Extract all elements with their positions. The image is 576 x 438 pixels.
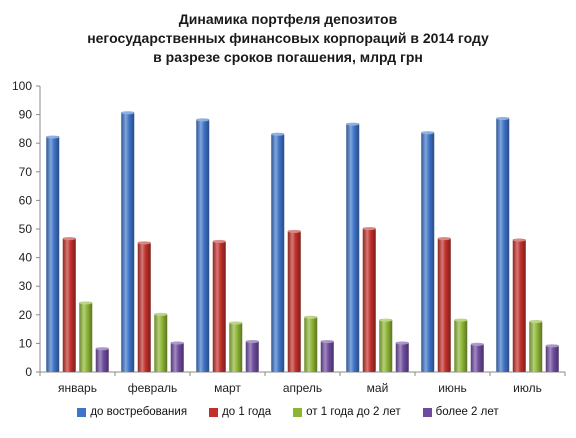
legend-item: более 2 лет xyxy=(422,406,499,418)
bar-2-1 xyxy=(62,237,76,372)
bar-cap xyxy=(512,238,526,242)
bar-4-3 xyxy=(245,340,259,372)
chart-title-line-3: в разрезе сроков погашения, млрд грн xyxy=(153,49,423,65)
y-tick-label: 30 xyxy=(19,279,33,293)
bar-3-2 xyxy=(154,313,168,372)
legend-swatch xyxy=(422,407,432,417)
bar-cap xyxy=(245,339,259,344)
x-tick-label: апрель xyxy=(283,381,322,395)
y-tick-label: 40 xyxy=(19,251,33,265)
bar-cap xyxy=(271,132,285,136)
bar-4-6 xyxy=(470,343,484,372)
bar-1-5 xyxy=(346,123,360,373)
bar-cap xyxy=(287,229,301,234)
legend-item: от 1 года до 2 лет xyxy=(293,406,401,418)
bar-2-5 xyxy=(362,227,376,372)
bar-1-2 xyxy=(121,111,135,373)
bar-4-7 xyxy=(545,344,559,372)
bars-group xyxy=(46,111,559,373)
bar-cap xyxy=(304,315,318,319)
legend-label: от 1 года до 2 лет xyxy=(306,406,401,418)
x-tick-label: июнь xyxy=(438,381,467,395)
bar-cap xyxy=(229,321,243,325)
legend-item: до 1 года xyxy=(209,406,271,418)
bar-cap xyxy=(529,319,543,324)
y-tick-label: 50 xyxy=(19,222,33,236)
bar-1-4 xyxy=(271,133,285,372)
x-tick-label: март xyxy=(214,381,241,395)
legend-swatch xyxy=(209,407,219,417)
bar-cap xyxy=(137,241,151,245)
bar-cap xyxy=(95,347,109,351)
bar-cap xyxy=(421,131,435,135)
bar-cap xyxy=(212,239,226,244)
chart-title-line-2: негосударственных финансовых корпораций … xyxy=(87,30,489,46)
legend-item: до востребования xyxy=(77,406,187,418)
bar-cap xyxy=(454,318,468,322)
chart-legend: до востребования до 1 года от 1 года до 2 … xyxy=(0,406,576,418)
bar-cap xyxy=(170,341,184,345)
x-tick-label: май xyxy=(367,381,389,395)
chart-title: Динамика портфеля депозитов негосударств… xyxy=(0,10,576,67)
bar-1-3 xyxy=(196,118,210,372)
bar-2-4 xyxy=(287,230,301,372)
bar-cap xyxy=(154,312,168,316)
bar-cap xyxy=(496,116,510,121)
y-tick-label: 20 xyxy=(19,308,33,322)
legend-swatch xyxy=(77,407,87,417)
y-tick-label: 0 xyxy=(25,365,32,379)
y-tick-label: 70 xyxy=(19,165,33,179)
bar-3-4 xyxy=(304,316,318,372)
legend-swatch xyxy=(293,407,303,417)
legend-label: до 1 года xyxy=(222,406,272,418)
x-tick-label: январь xyxy=(58,381,97,395)
bar-cap xyxy=(362,226,376,231)
y-tick-label: 60 xyxy=(19,193,33,207)
bar-3-3 xyxy=(229,321,243,372)
x-tick-label: июль xyxy=(513,381,542,395)
bar-cap xyxy=(196,118,210,122)
bar-2-2 xyxy=(137,241,151,372)
bar-cap xyxy=(62,236,76,241)
bar-4-5 xyxy=(395,341,409,372)
bar-1-6 xyxy=(421,131,435,372)
y-tick-label: 10 xyxy=(19,336,33,350)
bar-4-4 xyxy=(320,340,334,372)
bar-cap xyxy=(346,122,360,126)
bar-2-6 xyxy=(437,237,451,372)
bar-cap xyxy=(395,341,409,345)
bar-1-1 xyxy=(46,136,60,372)
bar-cap xyxy=(79,301,93,305)
bar-cap xyxy=(545,344,559,348)
axes-group: 0 10 20 30 40 50 60 70 80 90 100 январь февраль март а… xyxy=(12,79,566,395)
bar-3-5 xyxy=(379,319,393,372)
y-tick-label: 100 xyxy=(12,79,32,93)
bar-3-1 xyxy=(79,301,93,372)
bar-1-7 xyxy=(496,117,510,373)
bar-cap xyxy=(121,111,135,115)
bar-cap xyxy=(437,236,451,241)
bar-2-7 xyxy=(512,239,526,372)
bar-3-6 xyxy=(454,319,468,372)
x-tick-label: февраль xyxy=(128,381,178,395)
chart-title-line-1: Динамика портфеля депозитов xyxy=(178,11,398,27)
bar-cap xyxy=(46,135,60,139)
bar-4-1 xyxy=(95,347,109,372)
legend-label: более 2 лет xyxy=(435,406,499,418)
bar-cap xyxy=(470,342,484,346)
y-tick-label: 90 xyxy=(19,108,33,122)
legend-label: до востребования xyxy=(90,406,188,418)
bar-2-3 xyxy=(212,240,226,372)
bar-cap xyxy=(320,339,334,344)
y-tick-label: 80 xyxy=(19,136,33,150)
bar-4-2 xyxy=(170,341,184,372)
bar-cap xyxy=(379,318,393,322)
bar-3-7 xyxy=(529,320,543,372)
